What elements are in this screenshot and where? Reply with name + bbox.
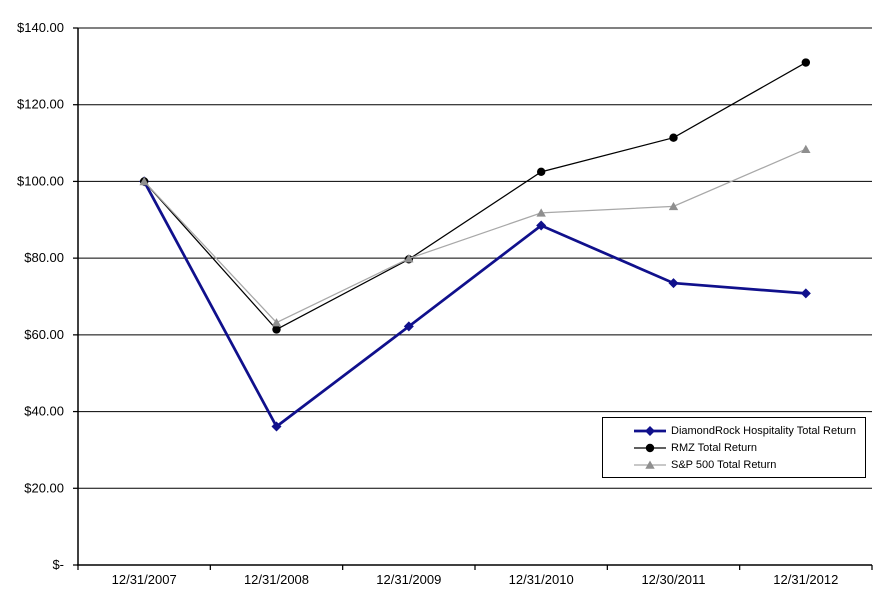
triangle-marker [139, 176, 149, 186]
triangle-marker [404, 254, 414, 263]
circle-icon [645, 443, 655, 452]
diamond-marker [800, 288, 811, 299]
diamond-marker [668, 278, 679, 289]
legend-label: RMZ Total Return [671, 441, 757, 454]
legend-item: DiamondRock Hospitality Total Return [633, 423, 865, 439]
legend-label: DiamondRock Hospitality Total Return [671, 424, 857, 437]
circle-marker [801, 58, 811, 67]
x-axis-label: 12/31/2007 [112, 572, 177, 587]
triangle-marker [536, 208, 546, 217]
x-axis-label: 12/30/2011 [641, 572, 705, 587]
x-axis-label: 12/31/2012 [773, 572, 838, 587]
triangle-marker [668, 201, 679, 211]
legend-item: S&P 500 Total Return [633, 457, 865, 473]
series-line-diamondrock-hospitality-total-return [142, 180, 806, 429]
y-axis-label: $20.00 [24, 480, 64, 495]
series-diamondrock-hospitality-total-return [139, 176, 811, 432]
diamond-marker [536, 220, 547, 231]
series-line-s-p-500-total-return [143, 148, 807, 324]
series-s-p-500-total-return [139, 144, 811, 327]
triangle-marker [271, 318, 282, 327]
x-axis-label: 12/31/2009 [376, 572, 441, 587]
diamond-marker [403, 321, 414, 332]
y-axis-label: $80.00 [24, 250, 64, 265]
y-axis-label: $140.00 [17, 20, 64, 35]
legend-marker-sample [634, 460, 666, 469]
diamond-icon [645, 425, 655, 436]
circle-marker [669, 133, 678, 142]
legend: DiamondRock Hospitality Total Return RMZ … [602, 417, 866, 478]
series-line-rmz-total-return [143, 61, 807, 331]
y-axis-label: $120.00 [17, 97, 64, 112]
circle-marker [536, 167, 546, 177]
legend-item: RMZ Total Return [633, 440, 865, 456]
legend-marker-sample [634, 425, 666, 436]
y-axis-label: $100.00 [17, 173, 64, 188]
x-axis-label: 12/31/2010 [509, 572, 574, 587]
y-axis-label: $60.00 [24, 327, 64, 342]
x-axis-label: 12/31/2008 [244, 572, 309, 587]
circle-marker [272, 325, 281, 334]
y-axis-label: $- [52, 557, 64, 572]
legend-label: S&P 500 Total Return [671, 458, 777, 471]
diamond-marker [271, 421, 282, 432]
series-rmz-total-return [139, 58, 811, 334]
legend-marker-sample [634, 443, 666, 452]
y-axis-label: $40.00 [24, 404, 64, 419]
triangle-marker [801, 144, 811, 154]
triangle-icon [645, 460, 655, 469]
